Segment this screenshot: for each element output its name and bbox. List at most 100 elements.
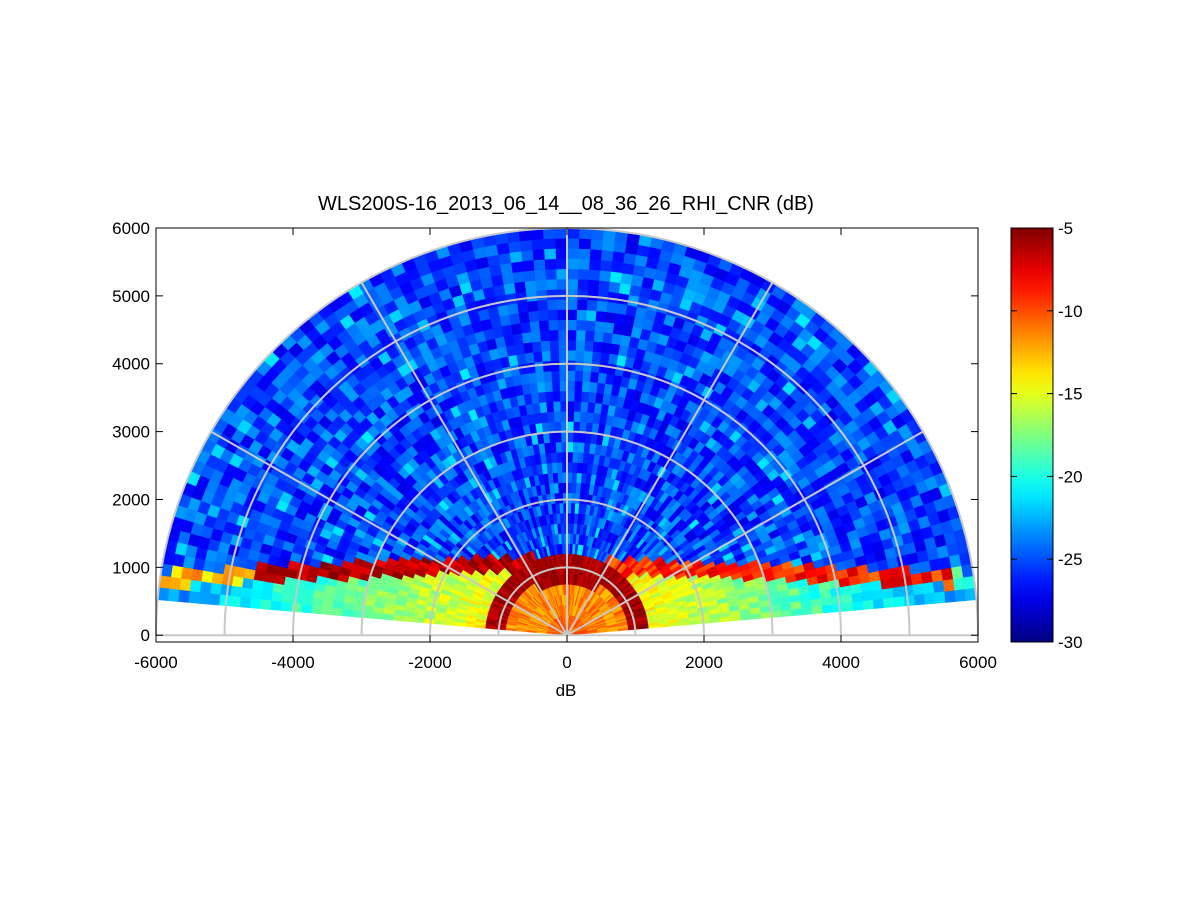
- heatmap-cell: [527, 310, 540, 323]
- heatmap-cell: [168, 576, 182, 591]
- heatmap-cell: [566, 237, 580, 249]
- heatmap-cell: [922, 581, 935, 594]
- heatmap-cell: [231, 575, 244, 588]
- heatmap-cell: [584, 329, 595, 342]
- heatmap-cell: [199, 581, 212, 594]
- heatmap-cell: [580, 390, 590, 403]
- heatmap-cell: [576, 299, 588, 311]
- heatmap-cell: [443, 620, 456, 626]
- heatmap-cell: [402, 615, 415, 623]
- heatmap-cell: [548, 339, 559, 352]
- heatmap-cell: [934, 590, 947, 604]
- heatmap-cell: [583, 350, 593, 362]
- heatmap-cell: [595, 300, 608, 313]
- heatmap-cell: [538, 319, 550, 332]
- plot-area: -6000 -4000 -2000 0 2000 4000 6000 0 1000 2000 30…: [112, 219, 997, 672]
- heatmap-cell: [923, 592, 936, 605]
- heatmap-cell: [280, 601, 292, 612]
- x-axis: -6000 -4000 -2000 0 2000 4000 6000: [134, 228, 997, 672]
- heatmap-cell: [239, 596, 252, 609]
- heatmap-cell: [576, 309, 587, 321]
- heatmap-cell: [542, 227, 556, 240]
- heatmap-cell: [589, 238, 603, 251]
- heatmap-cell: [597, 372, 607, 384]
- y-tick-label: 4000: [112, 355, 150, 374]
- heatmap-cell: [579, 411, 588, 423]
- heatmap-cell: [572, 441, 579, 453]
- heatmap-cell: [831, 602, 844, 613]
- heatmap-cell: [240, 587, 253, 599]
- heatmap-cell: [545, 401, 554, 413]
- heatmap-cell: [382, 613, 394, 621]
- heatmap-cell: [502, 282, 516, 295]
- colorbar-tick-label: -10: [1058, 302, 1083, 321]
- heatmap-cell: [167, 588, 180, 602]
- heatmap-cell: [516, 301, 529, 314]
- heatmap-cell: [581, 370, 592, 383]
- heatmap-cell: [588, 381, 598, 393]
- heatmap-cell: [932, 579, 945, 593]
- heatmap-cell: [852, 600, 865, 611]
- heatmap-cell: [606, 291, 619, 304]
- heatmap-cell: [555, 451, 563, 463]
- heatmap-cell: [580, 401, 589, 413]
- y-tick-label: 5000: [112, 287, 150, 306]
- colorbar-tick-label: -30: [1058, 633, 1083, 652]
- heatmap-cell: [882, 596, 895, 609]
- heatmap-cell: [570, 482, 577, 494]
- heatmap-cell: [558, 370, 568, 382]
- heatmap-cell: [521, 259, 535, 272]
- x-tick-label: 2000: [685, 653, 723, 672]
- heatmap-cell: [912, 582, 925, 596]
- heatmap-cell: [259, 599, 272, 610]
- heatmap-cell: [585, 411, 595, 424]
- heatmap-cell: [541, 350, 551, 362]
- heatmap-cell: [552, 400, 561, 412]
- heatmap-cell: [200, 570, 214, 584]
- heatmap-cell: [575, 339, 586, 352]
- heatmap-cell: [571, 472, 578, 484]
- heatmap-cell: [587, 279, 600, 291]
- colorbar: -5 -10 -15 -20 -25 -30: [1010, 219, 1083, 652]
- heatmap-cell: [570, 492, 576, 504]
- heatmap-cell: [577, 268, 590, 280]
- heatmap-cell: [519, 321, 531, 334]
- heatmap-cell: [301, 596, 314, 606]
- heatmap-cell: [520, 249, 534, 262]
- heatmap-cell: [574, 370, 584, 382]
- heatmap-cell: [590, 361, 601, 373]
- heatmap-cell: [555, 258, 568, 270]
- heatmap-cell: [519, 239, 533, 252]
- heatmap-cell: [603, 321, 615, 334]
- heatmap-cell: [566, 380, 575, 392]
- heatmap-cell: [228, 595, 241, 608]
- heatmap-cell: [555, 268, 568, 280]
- heatmap-cell: [537, 309, 549, 322]
- y-axis: 0 1000 2000 3000 4000 5000 6000: [112, 219, 978, 645]
- heatmap-cell: [221, 574, 234, 587]
- heatmap-cell: [566, 268, 579, 280]
- heatmap-cell: [594, 310, 607, 323]
- heatmap-cell: [610, 260, 624, 274]
- heatmap-cell: [862, 599, 875, 610]
- heatmap-cell: [572, 421, 581, 433]
- heatmap-cell: [592, 340, 603, 353]
- heatmap-cell: [601, 331, 613, 344]
- heatmap-cell: [566, 258, 579, 270]
- heatmap-cell: [556, 298, 568, 310]
- heatmap-cell: [920, 570, 934, 584]
- heatmap-cell: [557, 339, 568, 351]
- heatmap-cell: [566, 410, 575, 422]
- heatmap-cell: [433, 619, 445, 625]
- heatmap-cell: [573, 400, 582, 412]
- heatmap-cell: [229, 585, 243, 598]
- y-tick-label: 0: [141, 626, 150, 645]
- heatmap-cell: [526, 300, 539, 313]
- azimuth-spoke: [360, 282, 568, 636]
- heatmap-cell: [574, 360, 584, 372]
- heatmap-cell: [518, 311, 530, 324]
- heatmap-cell: [599, 259, 613, 272]
- heatmap-cell: [577, 441, 585, 454]
- heatmap-cell: [893, 595, 906, 608]
